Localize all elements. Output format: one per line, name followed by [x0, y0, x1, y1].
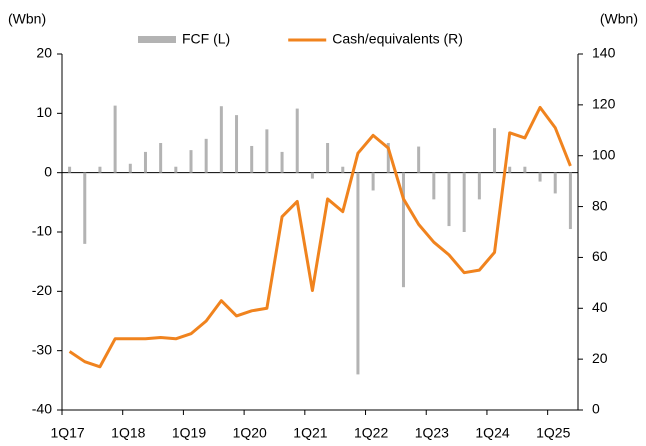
bar [538, 172, 542, 182]
legend-label: FCF (L) [182, 31, 230, 47]
bar [265, 129, 269, 173]
bar [189, 150, 193, 173]
bar [113, 105, 117, 173]
bar [462, 172, 466, 232]
bar [386, 143, 390, 173]
bar [83, 172, 87, 244]
y2-tick-label: 0 [592, 401, 600, 417]
x-tick-label: 1Q17 [50, 425, 84, 441]
bar [523, 166, 527, 173]
y-tick-label: 20 [36, 45, 52, 61]
bar [204, 138, 208, 173]
bar [447, 172, 451, 227]
bar [371, 172, 375, 191]
bar [219, 106, 223, 173]
y-tick-label: -30 [32, 341, 52, 357]
y-tick-label: -40 [32, 401, 52, 417]
x-tick-label: 1Q24 [475, 425, 509, 441]
bar [143, 151, 147, 173]
y-tick-label: 0 [44, 163, 52, 179]
bar [68, 166, 72, 173]
bar [174, 166, 178, 173]
x-tick-label: 1Q25 [536, 425, 570, 441]
bar [250, 145, 254, 173]
x-tick-label: 1Q23 [415, 425, 449, 441]
y-axis-label: (Wbn) [8, 11, 46, 27]
y2-tick-label: 120 [592, 96, 616, 112]
bar [341, 166, 345, 173]
x-tick-label: 1Q20 [233, 425, 267, 441]
bar [235, 115, 239, 173]
bar [159, 143, 163, 173]
y2-axis-label: (Wbn) [600, 11, 638, 27]
x-tick-label: 1Q18 [111, 425, 145, 441]
line [68, 105, 572, 369]
legend-label: Cash/equivalents (R) [332, 31, 463, 47]
bar [128, 163, 132, 173]
bar [568, 172, 572, 230]
bar [508, 166, 512, 173]
x-tick-label: 1Q19 [172, 425, 206, 441]
bar [553, 172, 557, 194]
y-tick-label: -20 [32, 282, 52, 298]
bar [295, 108, 299, 173]
bar [326, 143, 330, 173]
y2-tick-label: 100 [592, 146, 616, 162]
bar [310, 172, 314, 179]
bar [356, 172, 360, 375]
y2-tick-label: 40 [592, 299, 608, 315]
bar [98, 166, 102, 173]
y2-tick-label: 80 [592, 197, 608, 213]
y2-tick-label: 20 [592, 350, 608, 366]
x-tick-label: 1Q21 [293, 425, 327, 441]
x-tick-label: 1Q22 [354, 425, 388, 441]
bar [493, 128, 497, 173]
y-tick-label: 10 [36, 104, 52, 120]
bar [401, 172, 405, 288]
y2-tick-label: 140 [592, 45, 616, 61]
bar [280, 151, 284, 173]
bar [477, 172, 481, 200]
y-tick-label: -10 [32, 223, 52, 239]
bar [417, 146, 421, 173]
y2-tick-label: 60 [592, 248, 608, 264]
bar [432, 172, 436, 200]
legend-swatch [138, 36, 176, 43]
